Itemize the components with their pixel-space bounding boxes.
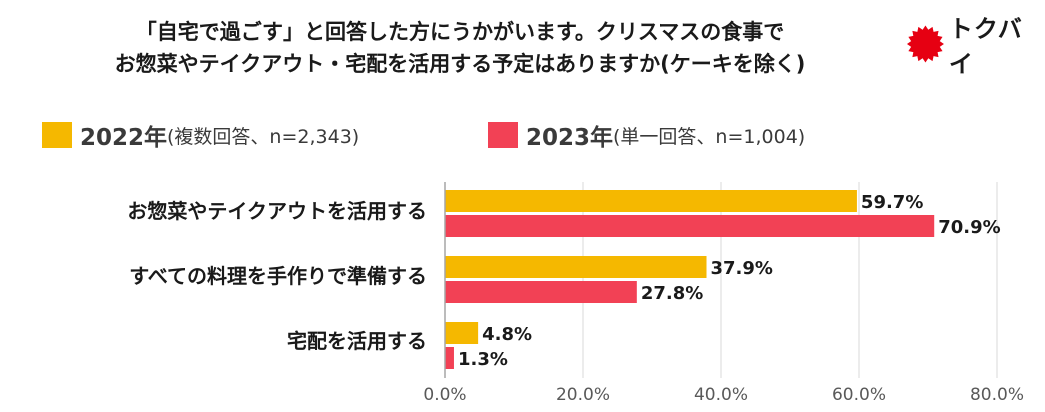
legend-item-2023: 2023年 (単一回答、n=1,004) [488,118,805,152]
bar-takeout-2022 [445,190,857,212]
bar-delivery-2023 [445,347,454,369]
bar-homemade-2022 [445,256,707,278]
bar-takeout-2023 [445,215,935,237]
category-label-takeout: お惣菜やテイクアウトを活用する [127,199,427,223]
bar-delivery-2022 [445,322,479,344]
data-label-homemade-2022: 37.9% [711,258,773,279]
legend-item-2022: 2022年 (複数回答、n=2,343) [42,118,359,152]
category-label-delivery: 宅配を活用する [287,329,427,353]
legend-note-2023: (単一回答、n=1,004) [613,125,806,148]
title-line-2: お惣菜やテイクアウト・宅配を活用する予定はありますか(ケーキを除く) [114,52,806,76]
x-tick-label-0: 0.0% [423,385,466,405]
legend-year-2022: 2022年 [80,125,168,151]
x-tick-label-3: 60.0% [832,385,886,405]
data-label-takeout-2022: 59.7% [861,192,923,213]
title-line-1: 「自宅で過ごす」と回答した方にうかがいます。クリスマスの食事で [135,20,785,44]
sun-icon [906,25,944,63]
logo-text: トクバイ [948,15,1023,78]
x-tick-label-1: 20.0% [556,385,610,405]
data-label-takeout-2023: 70.9% [938,217,1000,238]
tokubai-logo: トクバイ [906,15,1045,78]
legend-swatch-2022 [42,122,72,148]
data-label-delivery-2023: 1.3% [458,349,508,370]
legend-year-2023: 2023年 [526,125,614,151]
data-label-homemade-2023: 27.8% [641,283,703,304]
x-tick-label-4: 80.0% [970,385,1024,405]
data-label-delivery-2022: 4.8% [482,324,532,345]
bar-homemade-2023 [445,281,637,303]
legend-swatch-2023 [488,122,518,148]
category-label-homemade: すべての料理を手作りで準備する [129,264,427,288]
x-tick-label-2: 40.0% [694,385,748,405]
legend-note-2022: (複数回答、n=2,343) [167,125,360,148]
chart-title: 「自宅で過ごす」と回答した方にうかがいます。クリスマスの食事で お惣菜やテイクア… [20,16,900,80]
